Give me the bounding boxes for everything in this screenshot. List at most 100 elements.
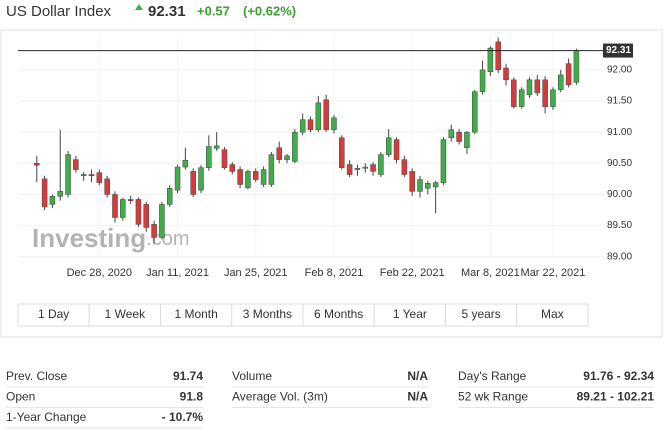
candle-body [104,178,110,195]
candle-body [245,171,251,188]
candle-body [292,131,298,162]
x-tick-label: Feb 22, 2021 [380,267,445,279]
candle-body [96,172,103,183]
period-buttons: 1 Day 1 Week 1 Month 3 Months 6 Months 1 Year… [17,303,589,327]
candle-body [253,171,259,180]
candle-body [550,89,556,107]
candle-body [354,168,361,170]
candle-body [315,102,322,130]
candle-body [221,149,228,168]
candle-body [323,99,329,130]
period-label[interactable]: 1 Week [105,307,146,321]
price: 92.31 [148,3,186,20]
candle-body [558,74,564,91]
candle-body [284,155,290,160]
x-tick-label: Mar 22, 2021 [521,267,586,279]
period-label[interactable]: 3 Months [243,307,292,321]
stat-label: Volume [232,369,272,383]
y-tick-label: 91.00 [607,127,632,138]
y-tick-label: 89.50 [607,220,632,231]
candle-body [495,41,501,71]
y-tick-label: 92.00 [607,65,632,76]
watermark: Investing.com [32,223,189,253]
candle-body [565,63,572,86]
candle-body [534,79,541,94]
candle-body [166,187,173,205]
candle-body [432,182,439,188]
stat-label: Open [6,390,35,404]
candle-body [448,129,455,139]
candle-body [182,159,189,168]
candle-body [174,166,181,191]
candle-body [479,69,486,92]
candle-body [503,67,509,81]
chart-frame [0,29,663,338]
candle-body [573,50,580,83]
candle-body [49,196,56,205]
candle-body [268,154,275,185]
x-tick-label: Jan 11, 2021 [146,267,209,279]
stat-value: 91.76 - 92.34 [583,369,654,383]
candle-body [471,91,478,133]
candle-body [456,131,462,142]
candle-body [346,164,353,175]
watermark-suffix: .com [146,228,189,250]
candle-body [120,199,126,218]
period-button[interactable] [516,303,589,327]
candle-body [65,154,71,195]
candle-body [159,204,165,238]
stat-label: Day's Range [458,369,527,383]
candle-body [80,174,87,177]
candle-body [206,146,212,168]
period-label[interactable]: 1 Year [393,307,427,321]
stat-label: Average Vol. (3m) [232,390,328,404]
watermark-brand: Investing [32,223,146,253]
stat-value: 91.8 [180,390,204,404]
period-label[interactable]: 6 Months [314,307,363,321]
candle-body [73,159,79,170]
candle-body [88,174,95,177]
candle-body [370,164,376,172]
candle-body [260,169,267,185]
change-pct: (+0.62%) [243,3,296,18]
stat-value: 89.21 - 102.21 [577,390,655,404]
candle-body [440,139,447,183]
period-label[interactable]: 1 Month [174,307,217,321]
candle-body [151,224,157,238]
price-tag-label: 92.31 [606,45,631,56]
x-tick-label: Mar 8, 2021 [461,267,520,279]
candle-body [307,119,314,130]
x-tick-label: Jan 25, 2021 [224,267,288,279]
up-arrow [135,4,143,10]
candle-body [143,204,150,228]
candle-body [57,191,63,197]
candle-body [511,79,517,107]
price-tag [603,43,633,58]
y-tick-label: 90.50 [607,158,632,169]
stat-value: N/A [407,390,428,404]
candle-body [229,164,236,172]
stats-table: Prev. Close 91.74 Volume N/A Day's Range 91.7… [6,369,655,429]
candle-body [518,89,525,107]
candle-body [409,171,415,192]
stat-label: 1-Year Change [6,410,87,424]
candle-body [385,137,392,155]
period-label[interactable]: 1 Day [38,307,69,321]
candle-body [401,159,408,175]
candle-body [41,178,48,208]
period-label[interactable]: 5 years [461,307,500,321]
instrument-title: US Dollar Index [6,3,112,20]
candle-body [331,117,337,130]
candle-body [213,145,220,149]
candle-body [464,131,470,148]
y-tick-label: 91.50 [607,96,632,107]
candle-body [135,199,142,225]
stat-value: - 10.7% [162,410,204,424]
candle-body [542,79,548,107]
x-tick-label: Dec 28, 2020 [67,267,132,279]
stat-label: 52 wk Range [458,390,528,404]
y-tick-label: 90.00 [607,189,632,200]
candle-body [112,194,118,218]
period-label[interactable]: Max [541,307,564,321]
